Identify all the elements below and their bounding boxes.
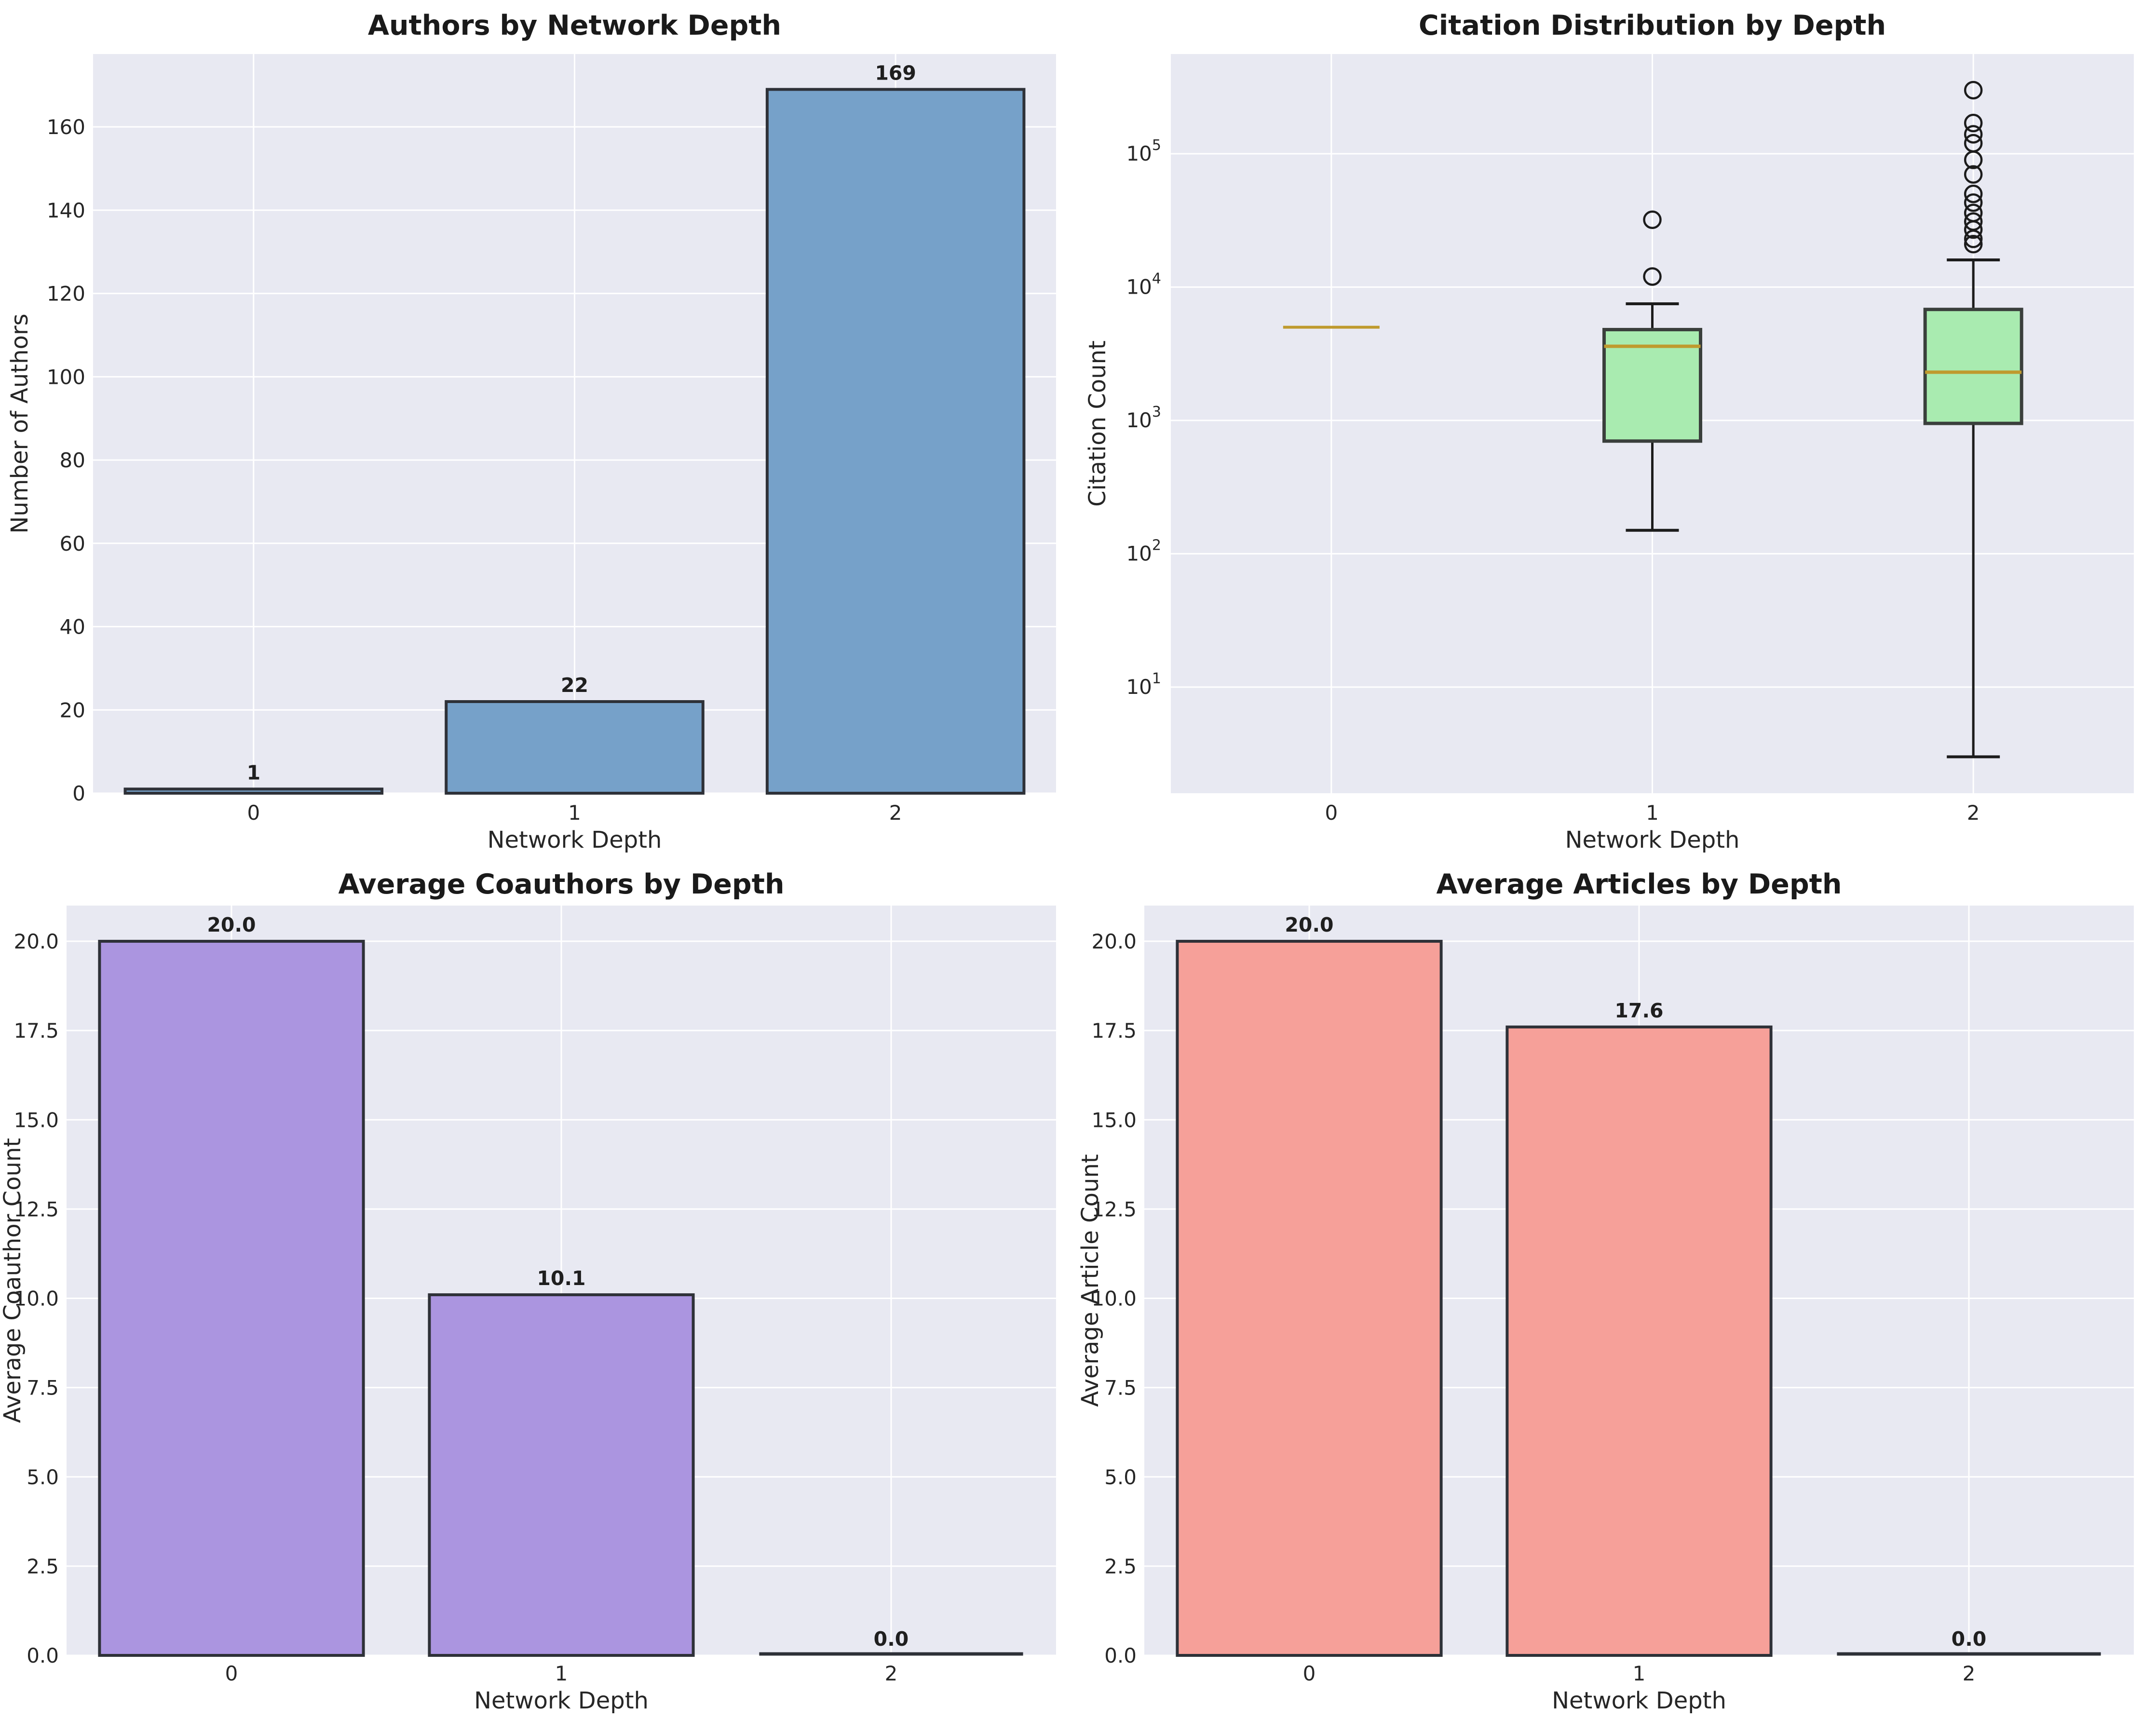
y-axis-label: Average Coauthor Count [0, 1138, 26, 1423]
y-tick-label: 17.5 [1091, 1019, 1137, 1043]
bar [765, 88, 1026, 795]
axis-title: Citation Distribution by Depth [1419, 10, 1886, 41]
bar-value-label: 1 [247, 761, 261, 784]
avg-coauthors-svg: Average Coauthors by Depth Network Depth A… [0, 868, 1056, 1714]
y-tick-label: 15.0 [1091, 1108, 1137, 1132]
bar [98, 940, 365, 1657]
x-tick-label: 1 [1633, 1662, 1646, 1685]
outlier-point [1964, 134, 1983, 153]
y-tick-label: 5.0 [1104, 1465, 1137, 1489]
chart-avg-coauthors: Average Coauthors by Depth Network Depth A… [0, 860, 1078, 1720]
y-tick-label: 20 [60, 698, 85, 722]
x-tick-label: 1 [555, 1662, 568, 1685]
bar [1505, 1025, 1773, 1657]
outlier-point [1964, 203, 1983, 222]
x-tick-label: 1 [568, 801, 581, 825]
x-tick-label: 2 [885, 1662, 898, 1685]
y-tick-label: 15.0 [14, 1108, 59, 1132]
x-tick-label: 0 [1303, 1662, 1316, 1685]
outlier-point [1964, 113, 1983, 133]
y-tick-label: 80 [60, 448, 85, 472]
x-tick-label: 2 [1963, 1662, 1976, 1685]
y-tick-label: 0 [72, 782, 85, 805]
y-tick-label: 10.0 [14, 1287, 59, 1311]
y-tick-label: 103 [1126, 404, 1161, 432]
y-tick-label: 40 [60, 615, 85, 639]
axis-title: Average Coauthors by Depth [338, 868, 784, 900]
x-axis-label: Network Depth [474, 1687, 649, 1714]
x-tick-label: 1 [1646, 801, 1659, 825]
x-tick-label: 0 [247, 801, 260, 825]
bar-value-label: 169 [875, 61, 916, 84]
y-tick-label: 0.0 [1104, 1644, 1137, 1667]
bar-value-label: 10.1 [537, 1267, 585, 1290]
bar [428, 1293, 695, 1657]
box [1923, 308, 2023, 425]
bar [123, 787, 384, 795]
bar-value-label: 17.6 [1614, 999, 1663, 1022]
x-tick-label: 0 [225, 1662, 238, 1685]
y-tick-label: 2.5 [1104, 1555, 1137, 1578]
x-axis-label: Network Depth [488, 826, 662, 853]
y-tick-label: 7.5 [1104, 1376, 1137, 1400]
x-tick-label: 2 [1967, 801, 1980, 825]
y-axis-label: Average Article Count [1078, 1154, 1104, 1407]
axis-title: Authors by Network Depth [368, 10, 781, 41]
axis-title: Average Articles by Depth [1437, 868, 1842, 900]
x-tick-label: 2 [889, 801, 902, 825]
bar [1176, 940, 1443, 1657]
outlier-point [1964, 165, 1983, 184]
y-tick-label: 102 [1126, 537, 1161, 565]
chart-authors-by-depth: Authors by Network Depth Network Depth Num… [0, 0, 1078, 860]
y-tick-label: 60 [60, 532, 85, 555]
y-tick-label: 2.5 [27, 1555, 59, 1578]
chart-avg-articles: Average Articles by Depth Network Depth Av… [1078, 860, 2156, 1720]
y-tick-label: 101 [1126, 670, 1161, 699]
y-tick-label: 104 [1126, 270, 1161, 298]
x-axis-label: Network Depth [1552, 1687, 1726, 1714]
y-tick-label: 10.0 [1091, 1287, 1137, 1311]
avg-articles-svg: Average Articles by Depth Network Depth Av… [1078, 868, 2134, 1714]
x-axis-label: Network Depth [1565, 826, 1740, 853]
y-tick-label: 0.0 [27, 1644, 59, 1667]
y-tick-label: 17.5 [14, 1019, 59, 1043]
y-tick-label: 100 [47, 365, 85, 389]
y-tick-label: 140 [47, 199, 85, 222]
y-tick-label: 120 [47, 282, 85, 306]
x-tick-label: 0 [1325, 801, 1338, 825]
bar-value-label: 0.0 [874, 1627, 909, 1651]
outlier-point [1643, 210, 1662, 229]
outlier-point [1964, 193, 1983, 212]
y-tick-label: 20.0 [1091, 930, 1137, 953]
bar-value-label: 20.0 [207, 913, 256, 936]
chart-citation-distribution: Citation Distribution by Depth Network De… [1078, 0, 2156, 860]
y-tick-label: 12.5 [1091, 1197, 1137, 1221]
outlier-point [1964, 184, 1983, 203]
y-axis-label: Number of Authors [6, 313, 33, 533]
y-tick-label: 5.0 [27, 1465, 59, 1489]
outlier-point [1964, 125, 1983, 144]
box [1602, 328, 1702, 443]
bar-value-label: 22 [561, 674, 588, 697]
y-tick-label: 7.5 [27, 1376, 59, 1400]
outlier-point [1964, 212, 1983, 231]
outlier-point [1964, 81, 1983, 100]
bar-value-label: 0.0 [1952, 1627, 1987, 1651]
y-axis-label: Citation Count [1084, 340, 1111, 507]
y-tick-label: 105 [1126, 137, 1161, 165]
bar-value-label: 20.0 [1285, 913, 1333, 936]
y-tick-label: 12.5 [14, 1197, 59, 1221]
authors-by-depth-svg: Authors by Network Depth Network Depth Num… [6, 10, 1056, 853]
bar [445, 700, 705, 795]
outlier-point [1964, 235, 1983, 254]
y-tick-label: 160 [47, 115, 85, 139]
y-tick-label: 20.0 [14, 930, 59, 953]
outlier-point [1643, 267, 1662, 286]
citation-distribution-svg: Citation Distribution by Depth Network De… [1084, 10, 2134, 853]
